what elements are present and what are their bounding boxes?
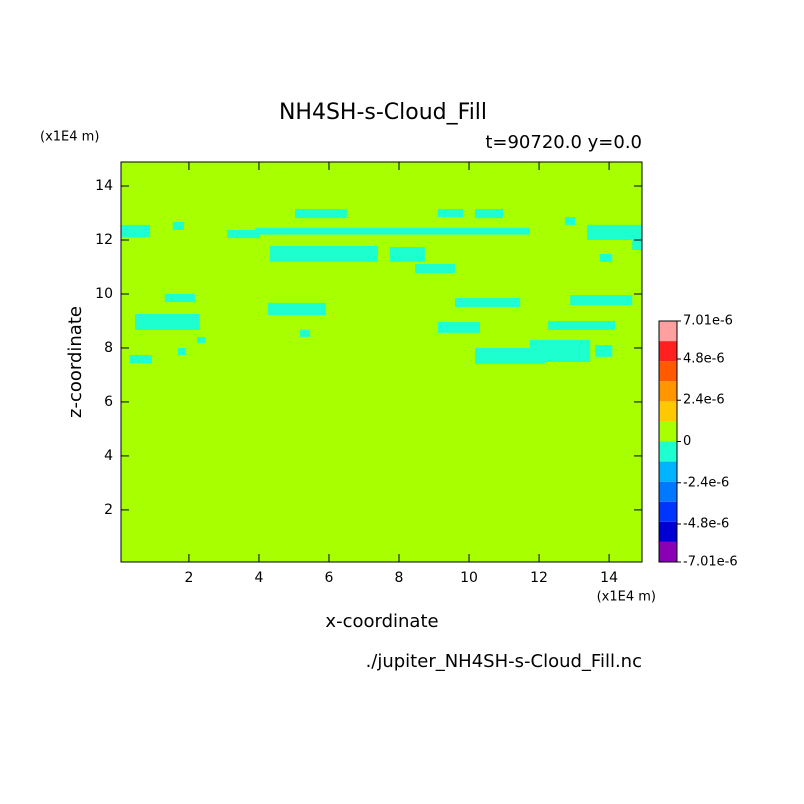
contour-region [299,329,311,337]
y-tick-label: 10 [95,286,113,302]
colorbar-level [659,341,677,362]
contour-region [564,217,576,225]
contour-region [196,336,206,343]
y-tick-label: 14 [95,178,113,194]
colorbar-level [659,501,677,522]
x-axis-label: x-coordinate [325,611,438,632]
y-unit: (x1E4 m) [40,130,99,145]
contour-region [135,313,200,330]
contour-region [548,320,616,330]
chart-title: NH4SH-s-Cloud_Fill [279,100,487,125]
contour-region [389,247,425,262]
contour-region [474,208,503,219]
contour-region [437,208,464,218]
colorbar-level [659,521,677,542]
contour-region [255,227,530,235]
x-tick-label: 8 [395,570,404,586]
colorbar-tick-label: 4.8e-6 [683,351,725,366]
colorbar-level [659,541,677,562]
contour-region [595,344,613,357]
colorbar-level [659,361,677,382]
x-tick-label: 14 [600,570,618,586]
colorbar-tick-label: 0 [683,434,691,449]
y-tick-label: 2 [104,502,113,518]
x-tick-label: 10 [460,570,478,586]
contour-region [268,302,326,316]
y-tick-label: 4 [104,448,113,464]
contour-region [295,208,347,219]
colorbar-tick-label: 7.01e-6 [683,314,733,329]
y-axis-label: z-coordinate [65,306,86,418]
contour-region [227,230,261,239]
contour-region [164,293,195,303]
y-tick-label: 12 [95,232,113,248]
colorbar-tick-label: -2.4e-6 [683,475,729,490]
x-tick-label: 4 [254,570,263,586]
colorbar-tick-label: -4.8e-6 [683,517,729,532]
colorbar-tick-label: 2.4e-6 [683,393,725,408]
colorbar-tick-label: -7.01e-6 [683,555,738,570]
x-tick-label: 2 [184,570,193,586]
colorbar-level [659,461,677,482]
y-tick-label: 8 [104,340,113,356]
contour-region [570,295,633,306]
x-tick-label: 12 [530,570,548,586]
source-file: ./jupiter_NH4SH-s-Cloud_Fill.nc [366,651,642,672]
contour-region [121,224,151,238]
x-unit: (x1E4 m) [597,590,656,605]
contour-region [178,347,186,355]
contour-region [269,245,378,262]
colorbar-level [659,381,677,402]
colorbar-level [659,401,677,422]
contour-region [632,240,642,250]
contour-region [529,339,591,362]
colorbar-level [659,441,677,462]
contour-region [129,354,152,364]
contour-region [455,298,521,307]
contour-region [172,221,185,231]
contour-region [587,224,642,241]
y-tick-label: 6 [104,394,113,410]
contour-region [599,254,613,262]
colorbar-level [659,321,677,342]
colorbar-level [659,421,677,442]
chart-subtitle: t=90720.0 y=0.0 [485,132,642,153]
plot-frame [120,161,643,563]
colorbar-level [659,481,677,502]
contour-region [415,264,456,273]
x-tick-label: 6 [325,570,334,586]
contour-region [437,322,480,333]
contour-region [474,347,546,364]
